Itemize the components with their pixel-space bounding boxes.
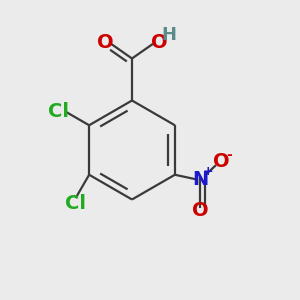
Text: O: O [98,33,114,52]
Text: +: + [202,165,213,178]
Text: O: O [151,33,167,52]
Text: O: O [192,201,208,220]
Text: N: N [192,170,208,189]
Text: Cl: Cl [65,194,86,213]
Text: Cl: Cl [48,102,69,121]
Text: O: O [213,152,229,171]
Text: H: H [161,26,176,44]
Text: -: - [226,148,232,162]
